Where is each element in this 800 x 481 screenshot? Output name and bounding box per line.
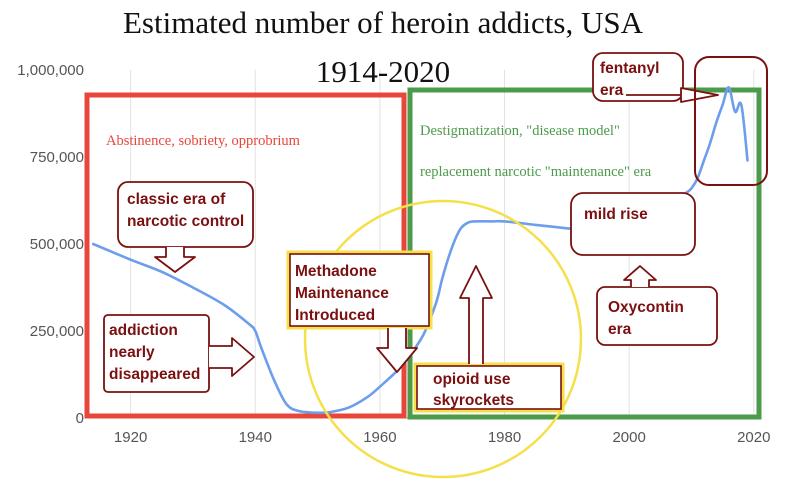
callout-methadone-line1: Methadone: [295, 263, 377, 280]
up-arrow-icon: [459, 265, 493, 364]
y-tick-label: 0: [76, 410, 84, 427]
down-arrow-icon: [376, 328, 418, 373]
series-line: [91, 86, 749, 415]
y-tick-label: 250,000: [30, 323, 84, 340]
callout-addiction-line3: disappeared: [109, 366, 200, 383]
highlight-circle: [303, 199, 583, 479]
callout-addiction-line2: nearly: [109, 344, 155, 361]
callout-mild-rise-line1: mild rise: [584, 206, 648, 223]
callout-methadone-line2: Maintenance: [295, 285, 389, 302]
up-arrow-icon: [623, 265, 657, 287]
callout-fentanyl: fentanyl era: [592, 52, 768, 186]
callout-classic-era-line1: classic era of: [127, 191, 226, 208]
y-tick-label: 750,000: [30, 149, 84, 166]
x-tick-label: 2020: [737, 429, 770, 446]
chart-title: Estimated number of heroin addicts, USA: [123, 5, 644, 40]
callout-opioid-line2: skyrockets: [433, 392, 514, 409]
x-axis-ticks: 1920 1940 1960 1980 2000 2020: [114, 429, 771, 446]
callout-mild-rise: mild rise: [570, 192, 696, 256]
callout-oxycontin-line2: era: [608, 321, 632, 338]
callout-oxycontin: Oxycontin era: [596, 265, 718, 346]
x-tick-label: 2000: [612, 429, 645, 446]
callout-addiction-disappeared: addiction nearly disappeared: [103, 314, 255, 393]
fentanyl-peak-box: [694, 56, 768, 186]
x-tick-label: 1920: [114, 429, 147, 446]
x-tick-label: 1960: [363, 429, 396, 446]
right-arrow-icon: [209, 337, 255, 377]
y-tick-label: 1,000,000: [17, 62, 84, 79]
abstinence-era-label: Abstinence, sobriety, opprobrium: [106, 133, 301, 149]
destigmatization-era-label: Destigmatization, "disease model": [420, 123, 620, 139]
callout-classic-era-line2: narcotic control: [127, 213, 244, 230]
callout-methadone: Methadone Maintenance Introduced: [286, 250, 433, 373]
callout-fentanyl-line1: fentanyl: [600, 60, 659, 77]
maintenance-era-label: replacement narcotic "maintenance" era: [420, 164, 652, 180]
x-tick-label: 1940: [239, 429, 272, 446]
x-tick-label: 1980: [488, 429, 521, 446]
callout-opioid-skyrockets: opioid use skyrockets: [413, 265, 565, 413]
y-axis-ticks: 0 250,000 500,000 750,000 1,000,000: [17, 62, 84, 427]
callout-fentanyl-line2: era: [600, 82, 624, 99]
callout-methadone-line3: Introduced: [295, 307, 375, 324]
callout-classic-era: classic era of narcotic control: [117, 181, 254, 273]
chart-subtitle: 1914-2020: [316, 54, 450, 89]
y-tick-label: 500,000: [30, 236, 84, 253]
down-arrow-icon: [154, 247, 196, 273]
callout-oxycontin-line1: Oxycontin: [608, 299, 684, 316]
callout-opioid-line1: opioid use: [433, 371, 511, 388]
callout-addiction-line1: addiction: [109, 322, 178, 339]
